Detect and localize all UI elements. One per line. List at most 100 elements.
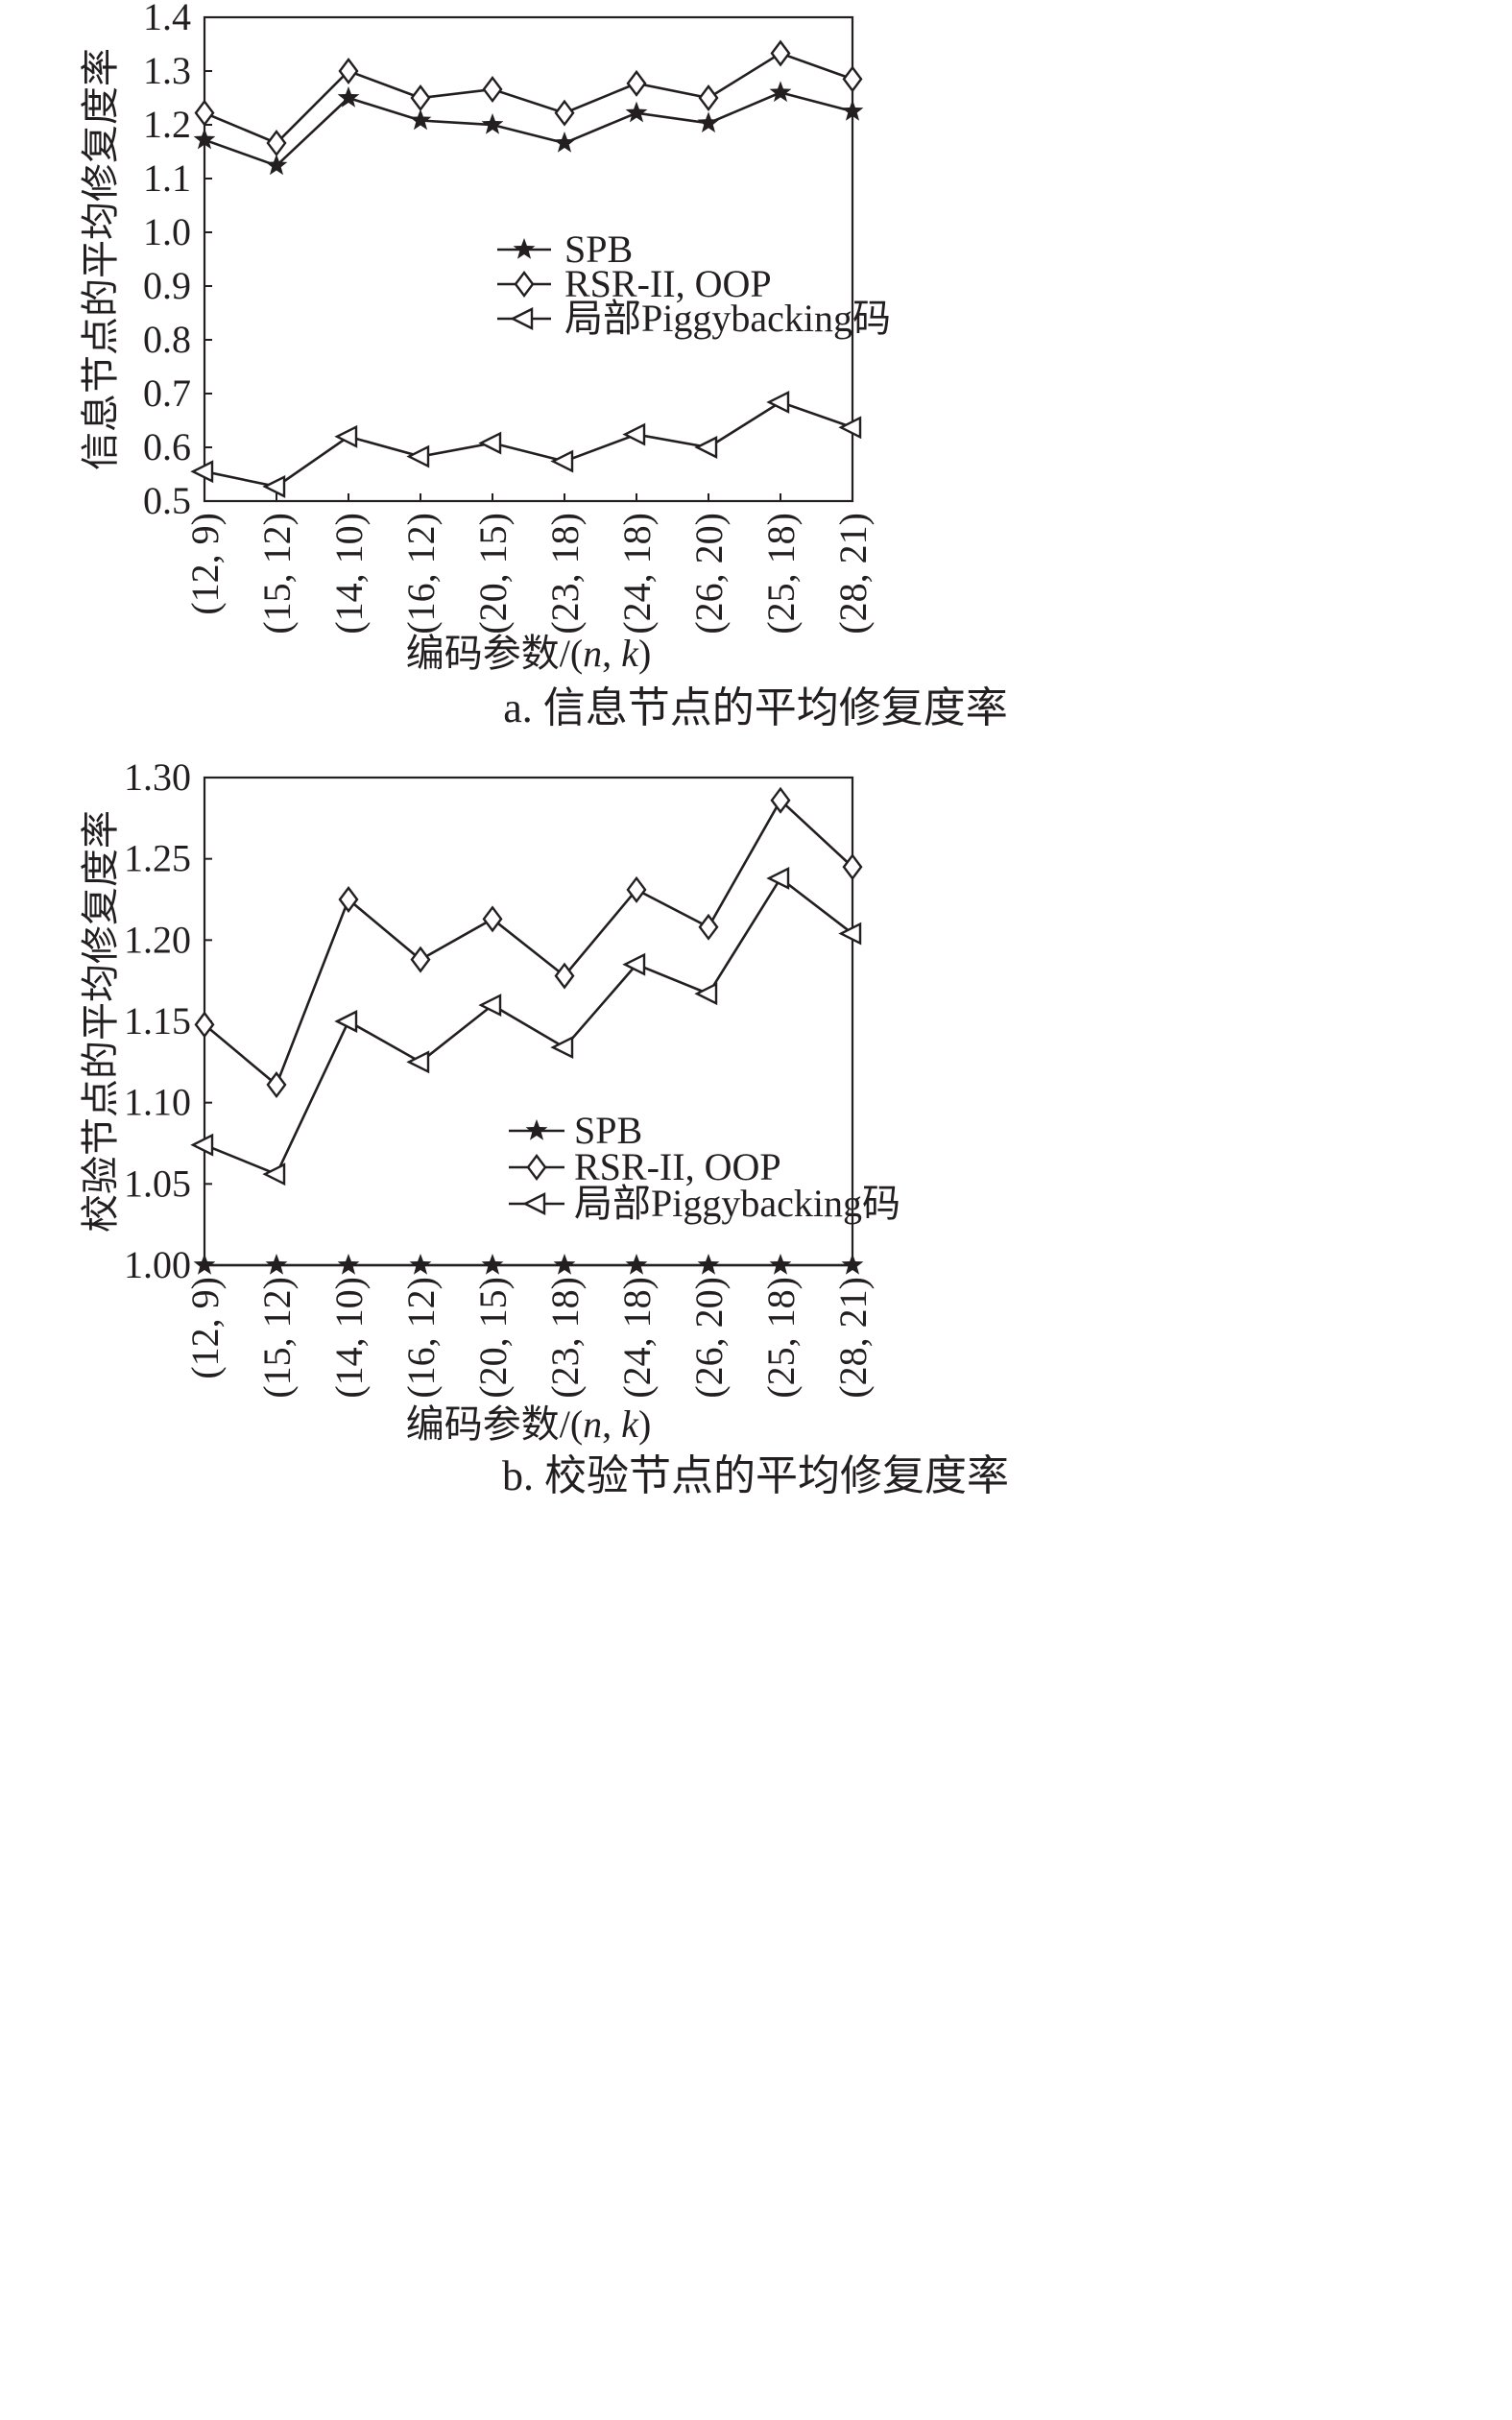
data-point <box>262 1162 286 1186</box>
x-axis-title-prefix: 编码参数/( <box>406 632 583 675</box>
data-point <box>478 994 502 1018</box>
data-point <box>769 1254 792 1275</box>
data-point <box>841 100 864 121</box>
legend-label: 局部Piggybacking码 <box>574 1182 900 1225</box>
data-point <box>194 99 215 127</box>
data-point <box>842 65 863 93</box>
data-point <box>554 962 575 990</box>
data-point <box>697 1254 720 1275</box>
y-tick-label: 0.7 <box>143 371 191 415</box>
x-tick-label: (12, 9) <box>183 1277 227 1379</box>
data-point <box>622 952 646 976</box>
data-point <box>338 886 359 913</box>
data-point <box>550 1036 574 1060</box>
data-point <box>193 128 216 150</box>
x-axis-title-k: k <box>621 1402 639 1446</box>
data-point <box>334 1010 358 1033</box>
legend-label: SPB <box>574 1109 642 1152</box>
chart-panel-a: 0.5 0.6 0.7 0.8 0.9 1.0 1.1 1.2 1.3 1.4 (12, 9) (15… <box>79 0 1008 731</box>
legend-marker <box>510 307 534 330</box>
x-axis-title-sep: , <box>602 632 621 675</box>
data-point <box>265 154 288 176</box>
data-point <box>625 1254 648 1275</box>
data-point <box>410 946 431 973</box>
data-point <box>553 1254 576 1275</box>
plot-frame <box>203 15 854 503</box>
legend-marker <box>514 271 535 298</box>
data-point <box>554 99 575 127</box>
data-point <box>698 84 719 111</box>
data-point <box>481 113 504 134</box>
x-axis-title: 编码参数/(n, k) <box>406 632 652 675</box>
x-axis-title-n: n <box>583 632 602 675</box>
x-tick-label: (23, 18) <box>543 1277 587 1399</box>
y-tick-label: 1.30 <box>124 755 191 799</box>
x-tick-label: (20, 15) <box>471 1277 515 1399</box>
data-point <box>626 69 647 97</box>
legend-marker <box>526 1154 547 1181</box>
x-axis-title-suffix: ) <box>638 1402 651 1446</box>
y-tick-label: 0.5 <box>143 479 191 522</box>
series-line <box>204 798 853 1088</box>
series-star <box>193 1254 864 1275</box>
y-tick-label: 1.05 <box>124 1162 191 1205</box>
series-star <box>193 81 864 176</box>
panel-caption: b. 校验节点的平均修复度率 <box>502 1452 1009 1499</box>
x-tick-label: (26, 20) <box>687 513 731 635</box>
data-point <box>550 449 574 473</box>
y-tick-label: 1.15 <box>124 999 191 1042</box>
data-point <box>190 1133 214 1157</box>
x-tick-label: (20, 15) <box>471 513 515 635</box>
legend-label: RSR-II, OOP <box>564 262 772 305</box>
data-point <box>838 922 862 946</box>
data-point <box>194 1011 215 1039</box>
data-point <box>410 84 431 111</box>
series-line <box>204 52 853 145</box>
y-tick-label: 0.6 <box>143 425 191 468</box>
x-axis-title: 编码参数/(n, k) <box>406 1402 652 1446</box>
x-tick-label: (23, 18) <box>543 513 587 635</box>
data-point <box>409 1254 432 1275</box>
series-line <box>204 876 853 1176</box>
legend-marker <box>525 1119 548 1140</box>
legend-label: SPB <box>564 228 633 271</box>
x-tick-label: (16, 12) <box>399 513 443 635</box>
y-tick-label: 1.3 <box>143 49 191 92</box>
data-point <box>622 422 646 446</box>
x-tick-label: (25, 18) <box>759 513 803 635</box>
data-point <box>334 424 358 448</box>
x-tick-label: (12, 9) <box>183 513 227 615</box>
data-point <box>841 1254 864 1275</box>
y-tick-label: 1.0 <box>143 210 191 253</box>
data-point <box>338 58 359 84</box>
x-tick-label: (14, 10) <box>327 1277 371 1399</box>
data-point <box>406 1050 430 1074</box>
data-point <box>766 391 790 414</box>
data-point <box>482 76 503 104</box>
x-tick-label: (15, 12) <box>255 1277 299 1399</box>
series-triangle-left <box>190 867 862 1186</box>
data-point <box>842 853 863 881</box>
data-point <box>481 1254 504 1275</box>
series-diamond <box>194 786 863 1099</box>
x-tick-label: (28, 21) <box>831 513 875 635</box>
data-point <box>262 474 286 498</box>
data-point <box>406 444 430 468</box>
data-point <box>553 132 576 153</box>
x-axis-title-sep: , <box>602 1402 621 1446</box>
x-axis-title-prefix: 编码参数/( <box>406 1402 583 1446</box>
data-point <box>193 1254 216 1275</box>
y-tick-label: 1.1 <box>143 156 191 200</box>
y-tick-label: 1.00 <box>124 1243 191 1286</box>
x-axis-title-k: k <box>621 632 639 675</box>
data-point <box>190 460 214 484</box>
data-point <box>265 1254 288 1275</box>
legend-label: RSR-II, OOP <box>574 1145 781 1188</box>
data-point <box>694 982 718 1006</box>
series-line <box>204 91 853 168</box>
data-point <box>409 108 432 131</box>
y-tick-label: 1.4 <box>143 0 191 38</box>
x-tick-label: (15, 12) <box>255 513 299 635</box>
